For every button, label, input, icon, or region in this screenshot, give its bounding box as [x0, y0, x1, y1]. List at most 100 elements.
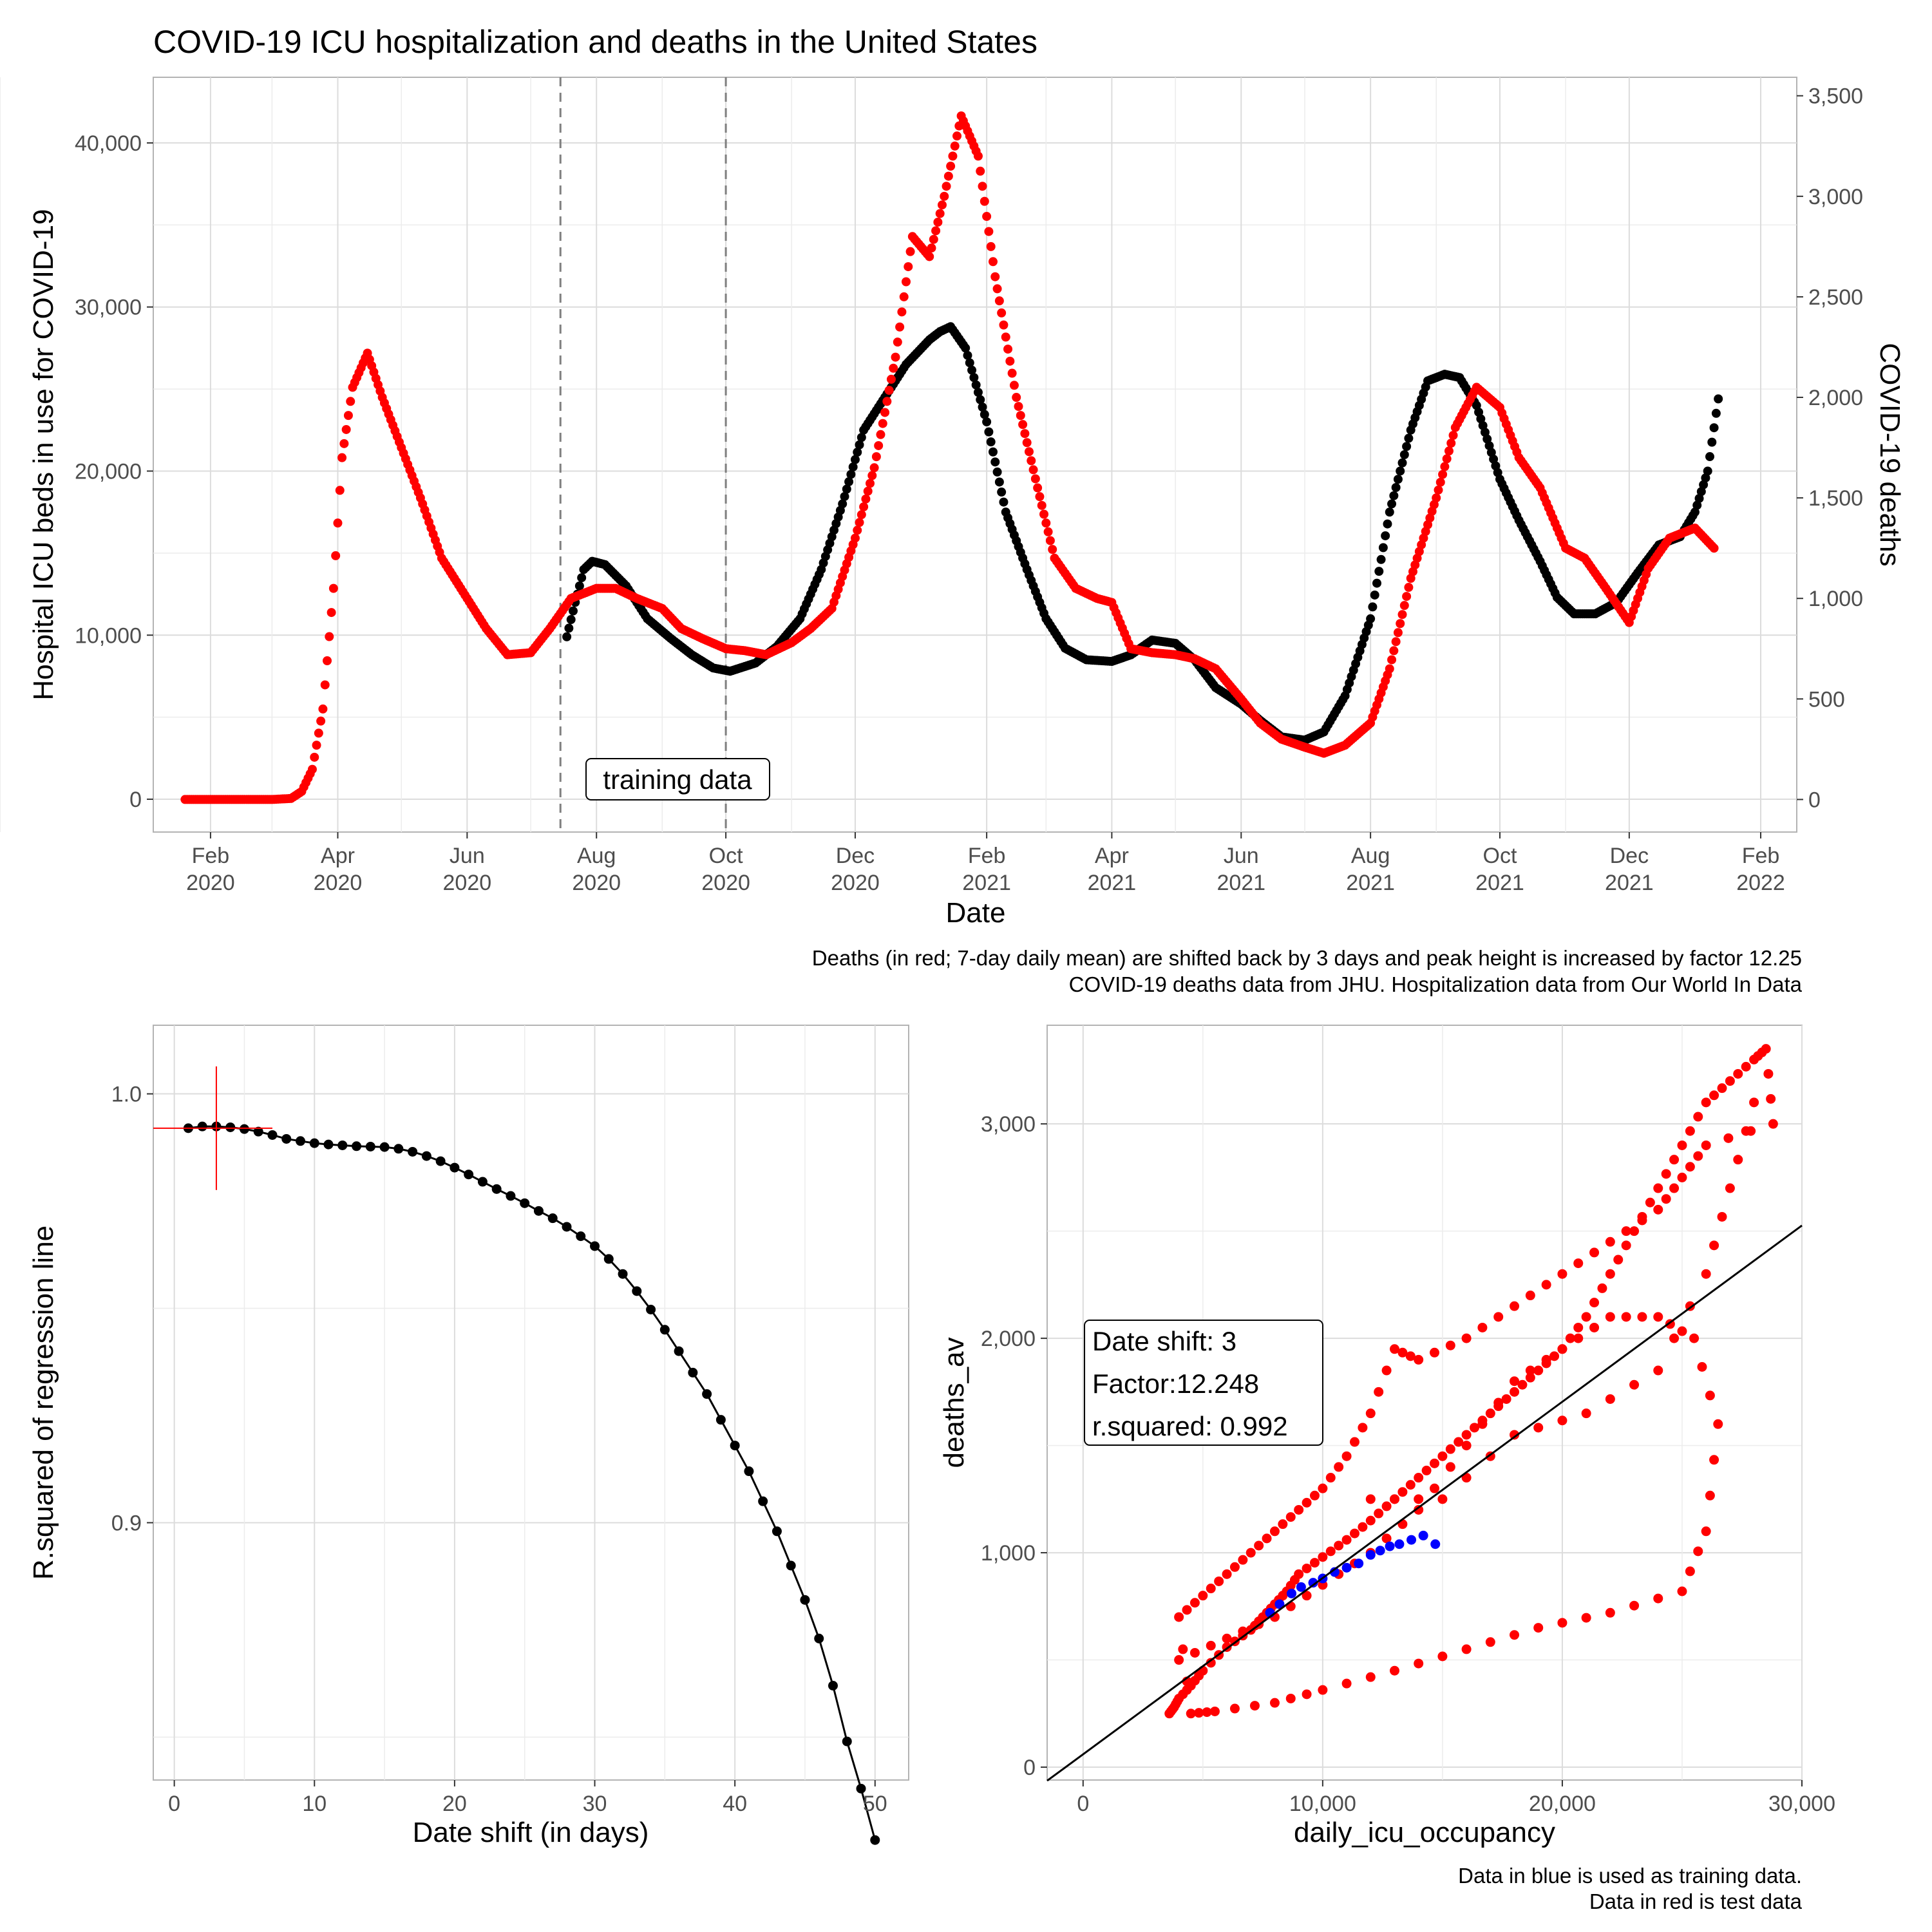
test-point [1501, 1394, 1511, 1404]
deaths-point [869, 463, 879, 473]
test-point [1229, 1562, 1240, 1572]
deaths-point [973, 151, 983, 161]
deaths-point [1037, 500, 1046, 510]
top-x-tick-label-month: Jun [450, 844, 485, 868]
test-point [1414, 1504, 1424, 1515]
test-point [1381, 1365, 1392, 1376]
rsquared-point [296, 1136, 306, 1146]
deaths-point [1446, 439, 1456, 448]
top-y-tick-label-left: 0 [129, 788, 142, 812]
deaths-point [940, 191, 949, 201]
deaths-point [874, 440, 884, 450]
training-point [1430, 1539, 1441, 1549]
test-point [1229, 1703, 1240, 1714]
training-data-text: training data [603, 764, 752, 795]
scatter-y-tick-label: 2,000 [981, 1327, 1036, 1351]
test-point [1249, 1701, 1260, 1711]
training-point [1287, 1588, 1297, 1598]
test-point [1493, 1312, 1504, 1322]
test-point [1461, 1644, 1472, 1654]
icu-point [963, 350, 972, 360]
deaths-point [867, 471, 877, 480]
icu-point [842, 484, 851, 494]
test-point [1677, 1172, 1687, 1182]
scatter-caption-line1: Data in blue is used as training data. [1458, 1864, 1802, 1888]
deaths-point [876, 430, 886, 439]
top-x-axis-label: Date [946, 897, 1006, 929]
icu-point [1378, 543, 1388, 553]
icu-point [971, 380, 981, 390]
icu-point [1368, 602, 1378, 612]
rsquared-point [267, 1130, 278, 1140]
rsquared-point [520, 1198, 530, 1208]
top-y-tick-label-left: 30,000 [75, 296, 142, 320]
rsquared-point [603, 1254, 614, 1264]
test-point [1493, 1397, 1504, 1408]
rsquared-point [379, 1142, 390, 1152]
deaths-point [884, 386, 894, 395]
deaths-point [1020, 429, 1030, 439]
icu-point [564, 623, 574, 633]
stats-rsquared: r.squared: 0.992 [1092, 1411, 1288, 1441]
deaths-point [861, 494, 871, 504]
test-point [1510, 1376, 1520, 1387]
test-point [1365, 1494, 1376, 1504]
test-point [1709, 1455, 1719, 1465]
test-point [1653, 1183, 1663, 1193]
deaths-point [323, 656, 332, 666]
test-point [1733, 1155, 1743, 1165]
test-point [1685, 1126, 1695, 1136]
test-point [1661, 1169, 1671, 1179]
rsquared-x-tick-label: 0 [168, 1792, 180, 1816]
icu-point [1396, 466, 1405, 476]
test-point [1461, 1473, 1472, 1483]
deaths-point [948, 151, 958, 161]
test-point [1605, 1394, 1615, 1404]
deaths-point [307, 764, 317, 774]
top-plot-border [153, 77, 1797, 833]
training-point [1274, 1599, 1285, 1609]
icu-point [986, 437, 996, 447]
test-point [1525, 1372, 1535, 1383]
test-point [1689, 1333, 1700, 1343]
rsquared-x-axis-label: Date shift (in days) [413, 1817, 649, 1848]
scatter-x-tick-label: 0 [1077, 1792, 1089, 1816]
test-point [1637, 1215, 1647, 1226]
rsquared-point [435, 1156, 446, 1166]
test-point [1374, 1508, 1384, 1519]
deaths-point [925, 252, 934, 261]
test-point [1198, 1591, 1208, 1601]
icu-point [973, 388, 983, 397]
deaths-point [893, 337, 902, 347]
test-point [1445, 1462, 1455, 1472]
rsquared-point [674, 1346, 684, 1356]
stats-factor: Factor:12.248 [1092, 1368, 1259, 1399]
regression-line [1046, 1224, 1803, 1782]
icu-point [838, 499, 848, 509]
top-x-tick-label-month: Feb [968, 844, 1006, 868]
top-y-tick-label-right: 500 [1808, 687, 1845, 712]
deaths-point [320, 680, 330, 690]
rsquared-point [786, 1560, 796, 1571]
test-point [1653, 1593, 1663, 1604]
icu-point [1397, 458, 1407, 468]
deaths-point [982, 212, 992, 222]
icu-point [988, 447, 998, 457]
deaths-point [1003, 345, 1013, 354]
test-point [1365, 1672, 1376, 1682]
test-point [1318, 1552, 1328, 1562]
scatter-points [1046, 1044, 1803, 1782]
deaths-point [1007, 368, 1017, 378]
deaths-point [980, 196, 989, 206]
deaths-point [863, 486, 873, 496]
test-point [1381, 1501, 1392, 1511]
icu-point [846, 469, 856, 479]
rsquared-y-axis-label: R.squared of regression line [28, 1226, 59, 1580]
deaths-point [1045, 536, 1055, 545]
deaths-point [855, 518, 864, 527]
top-x-tick-label-month: Feb [192, 844, 230, 868]
icu-point [1402, 442, 1412, 451]
rsquared-point [408, 1146, 418, 1157]
rsquared-y-tick-label: 1.0 [111, 1083, 142, 1107]
deaths-point [904, 262, 913, 272]
